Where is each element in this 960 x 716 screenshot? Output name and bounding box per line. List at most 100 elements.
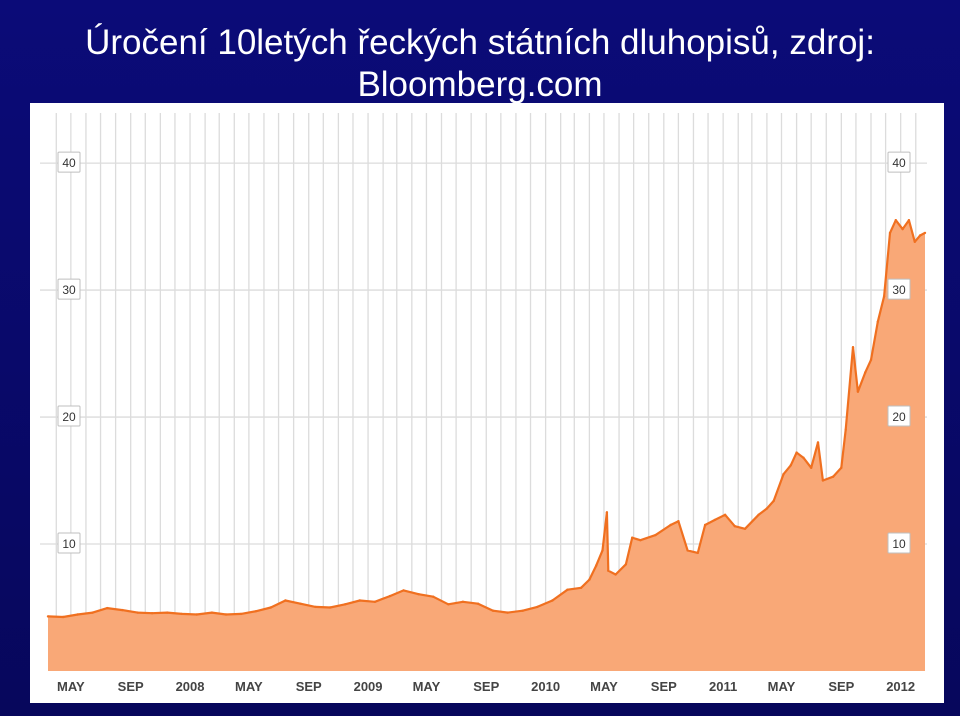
data-point-56 [757,513,760,516]
data-point-19 [328,606,332,609]
data-point-78 [907,219,911,222]
y-tick-left-30: 30 [57,278,81,300]
y-tick-label: 40 [62,156,76,170]
area-layer [46,219,927,671]
x-tick-label-9: MAY [590,679,618,694]
data-point-38 [595,564,598,567]
data-point-40 [605,511,609,514]
data-point-31 [506,611,509,614]
data-point-43 [624,563,628,566]
data-point-1 [61,615,65,619]
data-point-29 [476,602,480,605]
x-tick-label-11: 2011 [709,679,737,694]
data-point-62 [802,456,805,459]
data-point-66 [831,475,835,478]
data-point-53 [723,513,727,516]
data-point-60 [789,464,792,467]
y-tick-label: 10 [892,537,906,551]
data-point-64 [816,441,820,444]
y-tick-left-40: 40 [57,151,81,173]
x-tick-label-10: SEP [651,679,677,694]
data-point-5 [121,608,124,612]
data-point-12 [224,613,228,616]
y-tick-label: 30 [892,283,906,297]
data-point-33 [536,605,539,609]
x-axis-ticks: MAY SEP 2008 MAY SEP 2009 MAY SEP 2010 MAY SEP 2011… [57,679,915,694]
data-point-37 [588,578,591,581]
data-point-41 [607,569,610,572]
data-point-48 [677,520,680,523]
data-point-30 [491,609,495,612]
slide-title: Úročení 10letých řeckých státních dluhop… [0,22,960,106]
x-tick-label-0: MAY [57,679,85,694]
data-point-75 [888,231,892,235]
y-tick-right-20: 20 [887,405,911,427]
data-point-79 [913,240,916,243]
series-line [47,219,926,619]
data-point-9 [180,612,183,616]
x-tick-label-14: 2012 [886,679,915,694]
chart-panel: 10 10 20 20 30 30 40 40 MAY SEP 2008 MAY SEP 2009 MAY… [30,103,944,703]
data-point-57 [765,507,769,510]
data-point-15 [269,606,272,609]
data-point-58 [772,499,775,503]
y-tick-right-10: 10 [887,532,911,554]
data-point-13 [239,612,243,616]
y-tick-left-10: 10 [57,532,81,554]
data-point-21 [358,599,361,602]
x-tick-label-2: 2008 [176,679,205,694]
data-point-20 [344,603,347,606]
y-tick-label: 40 [892,156,906,170]
data-point-11 [210,611,214,614]
data-point-61 [795,451,798,454]
data-point-80 [918,234,922,237]
data-point-54 [733,525,736,528]
x-tick-label-6: MAY [413,679,441,694]
data-point-74 [882,295,886,298]
data-point-76 [894,219,897,222]
data-point-50 [696,551,699,555]
data-point-35 [566,588,569,591]
x-tick-label-7: SEP [473,679,499,694]
data-point-36 [579,586,583,589]
data-point-2 [76,613,79,616]
y-tick-label: 30 [62,283,76,297]
data-point-51 [703,523,707,527]
data-point-49 [686,549,689,552]
data-point-52 [713,518,717,522]
data-point-17 [299,602,302,605]
data-point-3 [91,611,94,614]
x-tick-label-12: MAY [768,679,796,694]
data-point-4 [106,606,109,610]
data-point-28 [461,600,465,603]
data-point-68 [844,428,847,431]
data-point-8 [166,611,169,614]
data-point-23 [388,594,392,598]
data-point-69 [851,346,855,349]
data-point-70 [856,390,860,393]
x-tick-label-4: SEP [296,679,322,694]
x-tick-label-5: 2009 [354,679,383,694]
x-tick-label-3: MAY [235,679,263,694]
y-axis-ticks: 10 10 20 20 30 30 40 40 [57,151,911,554]
data-point-63 [810,466,813,469]
data-point-73 [876,320,879,323]
data-point-59 [782,473,785,476]
data-point-26 [432,595,435,598]
data-point-81 [923,231,927,235]
data-point-16 [284,599,287,602]
y-tick-label: 20 [892,410,906,424]
y-tick-label: 10 [62,537,76,551]
y-tick-right-30: 30 [887,278,911,300]
data-point-67 [840,466,843,469]
data-point-55 [743,527,747,530]
y-tick-left-20: 20 [57,405,81,427]
data-point-45 [639,539,642,542]
slide-title-line2: Bloomberg.com [357,65,603,104]
y-tick-right-40: 40 [887,151,911,173]
data-point-25 [417,593,420,596]
data-point-14 [254,610,257,613]
data-point-27 [447,603,450,606]
data-point-72 [869,358,873,362]
data-point-47 [669,523,672,527]
